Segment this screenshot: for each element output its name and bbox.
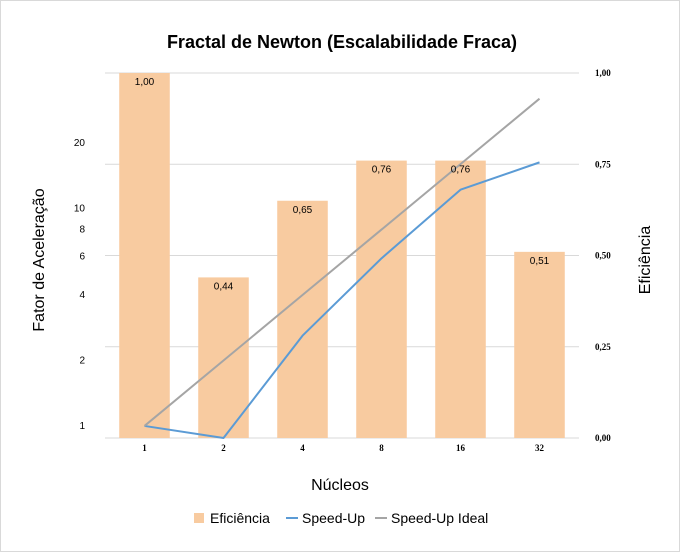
legend-swatch-bar: [194, 513, 204, 523]
y-tick-label: 8: [79, 225, 85, 236]
y-axis-title: Fator de Aceleração: [31, 188, 48, 331]
y-tick-label: 20: [74, 138, 86, 149]
chart-title: Fractal de Newton (Escalabilidade Fraca): [167, 32, 517, 52]
bar-data-label: 0,51: [530, 256, 550, 267]
bar-eficiencia: [435, 160, 486, 438]
line-speed-up: [144, 161, 540, 439]
legend-label: Speed-Up Ideal: [391, 510, 488, 526]
bar-eficiencia: [198, 277, 249, 438]
line-series: [143, 97, 541, 439]
y2-tick-label: 0,00: [595, 433, 611, 443]
y2-tick-label: 0,25: [595, 342, 611, 352]
legend: Eficiência Speed-Up Speed-Up Ideal: [194, 510, 488, 526]
y-tick-label: 10: [74, 204, 86, 215]
x-tick-label: 16: [456, 443, 466, 453]
bar-eficiencia: [356, 160, 407, 438]
x-tick-label: 8: [379, 443, 384, 453]
bar-data-labels: 1,00 0,44 0,65 0,76 0,76 0,51: [135, 77, 550, 292]
y-tick-label: 2: [79, 355, 85, 366]
bar-eficiencia: [514, 251, 565, 438]
y2-tick-label: 1,00: [595, 68, 611, 78]
bar-eficiencia: [119, 73, 170, 438]
bar-data-label: 0,65: [293, 205, 313, 216]
bar-data-label: 0,76: [451, 165, 471, 176]
bar-data-label: 0,44: [214, 281, 234, 292]
y-tick-label: 6: [79, 252, 85, 263]
legend-label: Speed-Up: [302, 510, 365, 526]
bar-data-label: 1,00: [135, 77, 155, 88]
legend-label: Eficiência: [210, 510, 270, 526]
bar-data-label: 0,76: [372, 165, 392, 176]
x-tick-label: 1: [142, 443, 147, 453]
y2-axis-title: Eficiência: [637, 226, 654, 295]
y-tick-label: 4: [79, 290, 85, 301]
line-speed-up-ideal: [143, 97, 541, 427]
x-tick-label: 4: [300, 443, 305, 453]
y2-tick-label: 0,75: [595, 159, 611, 169]
x-tick-label: 2: [221, 443, 226, 453]
y2-tick-label: 0,50: [595, 251, 611, 261]
grid-lines: [105, 72, 579, 439]
x-axis-title: Núcleos: [311, 477, 369, 494]
y-tick-label: 1: [79, 421, 85, 432]
x-tick-label: 32: [535, 443, 545, 453]
